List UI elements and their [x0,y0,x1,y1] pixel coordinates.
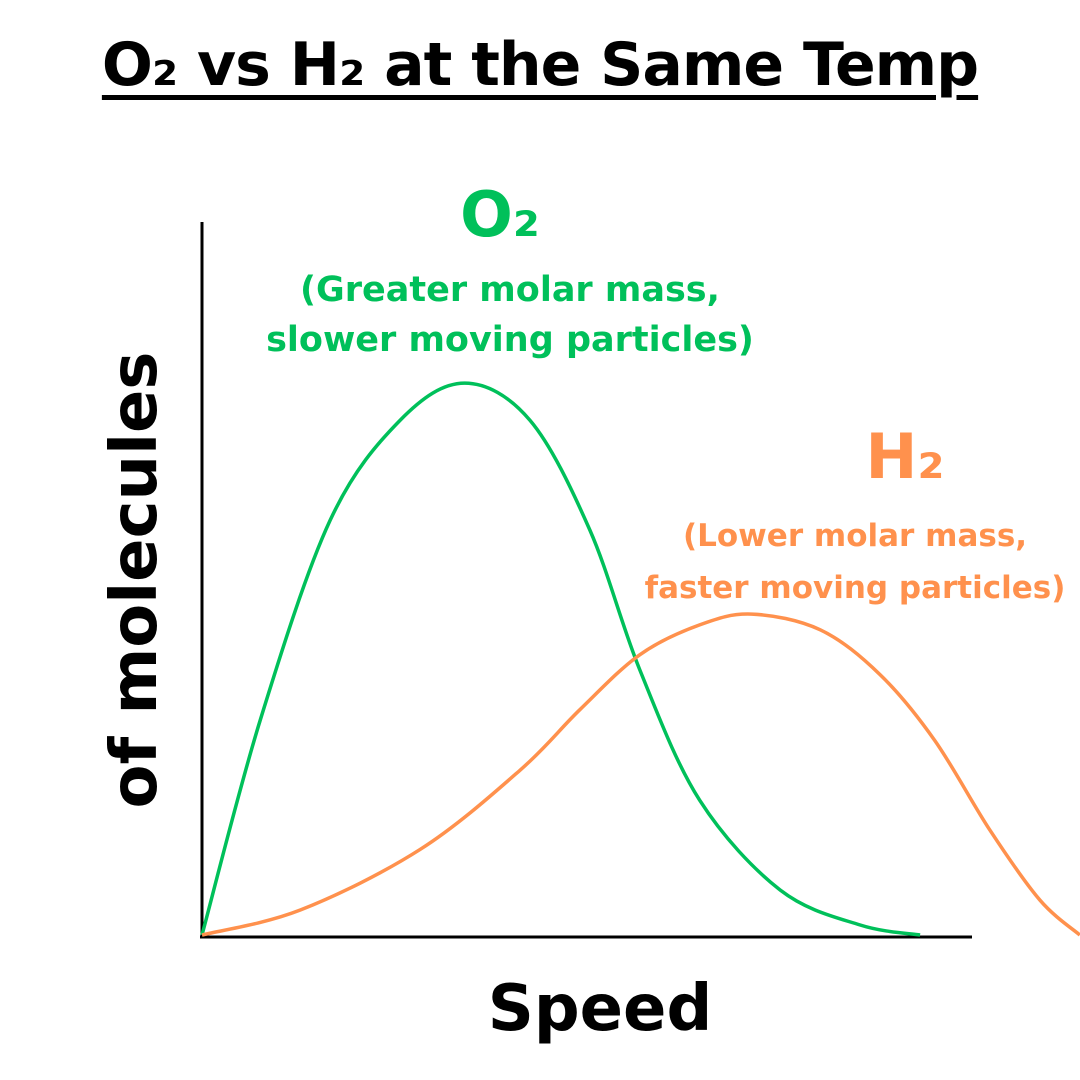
h2-curve [201,612,1080,937]
o2-description-line: slower moving particles) [266,320,754,360]
o2-curve [200,381,921,937]
h2-description-line: faster moving particles) [644,570,1066,606]
o2-series-label: O₂ [460,178,540,251]
x-axis-label: Speed [487,972,713,1046]
o2-description: (Greater molar mass, slower moving parti… [230,265,790,365]
h2-description-line: (Lower molar mass, [682,518,1028,554]
o2-description-line: (Greater molar mass, [300,270,720,310]
h2-series-label: H₂ [865,420,945,493]
y-axis-label: of molecules [98,351,172,809]
chart-title: O₂ vs H₂ at the Same Temp [101,30,979,100]
h2-description: (Lower molar mass, faster moving particl… [630,510,1080,614]
